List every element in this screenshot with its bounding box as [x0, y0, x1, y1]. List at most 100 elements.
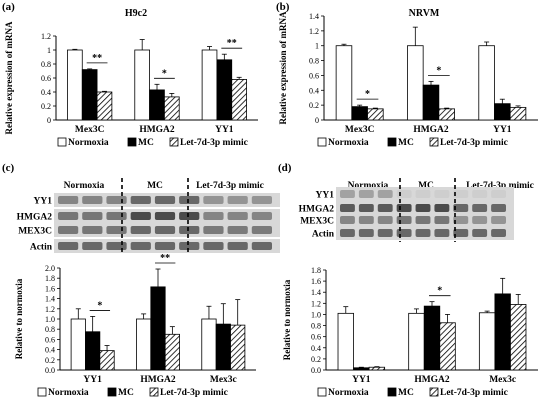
bar: [408, 312, 425, 371]
category-label: YY1: [83, 375, 102, 385]
bar: [216, 59, 233, 121]
panel-letter-a: (a): [2, 1, 15, 13]
legend-a: Normoxia MC Let-7d-3p mimic: [57, 137, 248, 148]
legend-label: MC: [118, 388, 134, 398]
significance-mark: *: [365, 89, 370, 100]
blot-band: [358, 216, 374, 224]
y-tick-label: 0.6: [311, 333, 321, 342]
y-tick-label: 1.8: [45, 274, 55, 283]
panel-letter-b: (b): [276, 1, 290, 13]
blot-band: [358, 229, 374, 237]
blot-band: [58, 226, 79, 234]
blot-band: [251, 226, 272, 234]
blot-band: [358, 190, 374, 198]
blot-band: [472, 216, 488, 224]
significance-mark: *: [437, 286, 442, 297]
blot-band: [106, 226, 127, 234]
bar: [230, 324, 246, 371]
blot-band: [82, 196, 103, 204]
y-tick-label: 1.2: [309, 27, 319, 36]
legend-swatch: [317, 387, 327, 397]
bar: [201, 318, 217, 371]
bar: [438, 108, 455, 121]
bar: [150, 286, 166, 371]
blot-band: [377, 216, 393, 224]
blot-band: [179, 226, 200, 234]
blot-band: [154, 242, 176, 250]
blot-band: [203, 242, 224, 250]
bar: [215, 323, 231, 371]
category-label: YY1: [352, 375, 371, 385]
category-label: YY1: [215, 125, 234, 135]
blot-band: [472, 204, 488, 212]
blot-band: [453, 216, 469, 224]
legend-swatch: [387, 387, 397, 397]
blot-band: [340, 204, 355, 212]
legend-swatch: [57, 137, 67, 147]
blot-group-label: Normoxia: [348, 181, 389, 191]
blot-band: [106, 196, 127, 204]
y-tick-label: 0.6: [45, 335, 55, 344]
bar: [423, 305, 441, 371]
legend-label: Let-7d-3p mimic: [440, 138, 508, 148]
bar: [134, 49, 150, 121]
y-tick-label: 0: [47, 116, 51, 125]
y-tick-label: 1.4: [45, 295, 55, 304]
y-tick-label: 0.6: [41, 74, 51, 83]
y-tick-label: 1.8: [311, 266, 321, 275]
bar: [494, 293, 511, 371]
legend-c: Normoxia MC Let-7d-3p mimic: [37, 387, 228, 398]
bar: [136, 318, 152, 371]
legend-swatch: [37, 387, 47, 397]
blot-row-label: YY1: [34, 197, 53, 207]
y-tick-label: 0.6: [309, 71, 319, 80]
y-tick-label: 1.0: [311, 310, 321, 319]
blot-row-label: Actin: [312, 230, 335, 240]
category-label: HMGA2: [413, 125, 449, 135]
legend-label: Normoxia: [48, 388, 89, 398]
significance-mark: **: [160, 253, 170, 264]
legend-d: Normoxia MC Let-7d-3p mimic: [317, 387, 508, 398]
y-tick-label: 0.8: [41, 60, 51, 69]
blot-row-label: HMGA2: [17, 213, 53, 223]
blot-row-label: YY1: [316, 191, 335, 201]
blot-band: [377, 190, 393, 198]
legend-label: MC: [138, 138, 154, 148]
y-tick-label: 0.2: [41, 102, 51, 111]
blot-band: [377, 204, 393, 212]
bar: [510, 304, 527, 371]
significance-mark: *: [436, 65, 441, 76]
y-axis-label: Relative expression of mRNA: [278, 11, 288, 125]
blot-band: [251, 242, 272, 250]
blot-band: [203, 212, 224, 220]
blot-band: [472, 229, 488, 237]
blot-band: [251, 212, 272, 220]
bar: [368, 366, 386, 371]
legend-label: MC: [398, 388, 414, 398]
category-label: Mex3C: [345, 125, 375, 135]
category-label: Mex3c: [489, 375, 516, 385]
y-tick-label: 2.0: [45, 264, 55, 273]
significance-mark: *: [162, 68, 167, 79]
blot-band: [227, 212, 248, 220]
bar: [85, 331, 101, 371]
bar: [67, 49, 83, 121]
y-tick-label: 0.4: [45, 346, 55, 355]
y-tick-label: 0.2: [311, 355, 321, 364]
blot-band: [203, 196, 224, 204]
bar: [367, 108, 384, 121]
bar: [509, 106, 527, 121]
blot-row-label: HMGA2: [299, 205, 335, 215]
bar: [96, 91, 113, 121]
blot-band: [203, 226, 224, 234]
significance-mark: *: [97, 300, 102, 311]
category-label: YY1: [493, 125, 512, 135]
y-tick-label: 1.2: [311, 299, 321, 308]
legend-swatch: [317, 137, 327, 147]
bar: [422, 84, 440, 121]
blot-band: [179, 212, 200, 220]
y-tick-label: 0.8: [45, 325, 55, 334]
legend-swatch: [149, 387, 159, 397]
blot-band: [82, 242, 103, 250]
